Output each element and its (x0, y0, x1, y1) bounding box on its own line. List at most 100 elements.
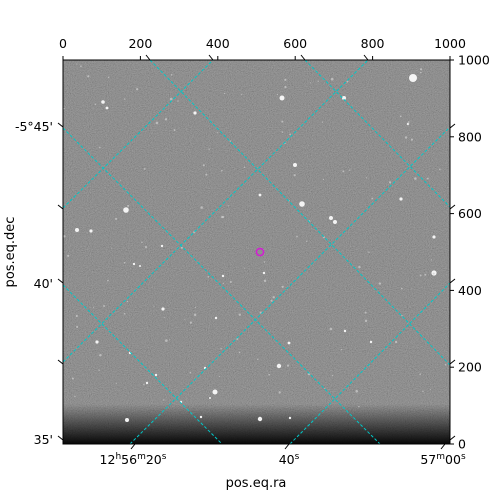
star (75, 228, 79, 232)
faint-star (227, 205, 230, 207)
faint-star (358, 265, 361, 269)
star (257, 416, 263, 422)
faint-star (107, 279, 109, 282)
faint-star (177, 100, 179, 102)
faint-star (287, 364, 290, 367)
faint-star (126, 300, 129, 303)
grid-line (289, 282, 450, 444)
right-tick-label: 0 (458, 437, 466, 452)
faint-star (163, 399, 165, 401)
faint-star (263, 279, 267, 283)
faint-star (217, 132, 219, 134)
faint-star (426, 177, 429, 180)
star (214, 316, 218, 320)
right-tick-label: 600 (458, 206, 482, 221)
faint-star (284, 85, 287, 89)
faint-star (184, 319, 186, 321)
faint-star (414, 177, 417, 180)
faint-star (115, 217, 118, 220)
grid-line (63, 127, 381, 444)
faint-star (419, 68, 423, 71)
faint-star (388, 181, 392, 184)
faint-star (293, 174, 296, 177)
faint-star (200, 206, 203, 209)
faint-star (189, 371, 192, 374)
faint-star (143, 168, 146, 170)
faint-star (281, 131, 284, 133)
star (287, 341, 291, 345)
star (299, 201, 305, 207)
star (221, 274, 225, 278)
ra-tick-label-2: 40s (279, 452, 300, 467)
faint-star (92, 306, 94, 308)
grid-line (63, 60, 214, 209)
world-axis-ticks (57, 54, 456, 450)
faint-star (99, 353, 102, 357)
faint-star (378, 282, 382, 285)
faint-star (243, 166, 246, 169)
faint-star (94, 103, 97, 106)
faint-star (238, 351, 241, 354)
y-axis-title: pos.eq.dec (3, 217, 18, 288)
faint-star (289, 133, 291, 136)
faint-star (394, 340, 398, 344)
dec-tick-label-2: 40' (34, 276, 53, 291)
pixel-axis-top: 0 200 400 600 800 1000 (59, 36, 466, 60)
faint-star (244, 267, 246, 269)
star (262, 271, 266, 275)
faint-star (220, 348, 222, 350)
right-tick-label: 200 (458, 360, 482, 375)
faint-star (169, 97, 173, 101)
star (101, 100, 105, 104)
faint-star (422, 390, 424, 393)
star (293, 163, 297, 167)
grid-line (63, 284, 223, 444)
star (132, 262, 136, 266)
right-tick-label: 800 (458, 129, 482, 144)
faint-star (163, 316, 165, 319)
pixel-axis-right: 0 200 400 600 800 1000 (450, 53, 490, 452)
top-tick-label: 600 (283, 36, 307, 51)
faint-star (355, 389, 358, 393)
faint-star (224, 92, 226, 95)
star (105, 106, 109, 110)
faint-star (430, 259, 432, 261)
faint-star (364, 311, 367, 314)
star (209, 397, 211, 399)
star (258, 193, 262, 197)
grid-line (304, 60, 450, 208)
faint-star (241, 93, 243, 95)
grid-line (149, 60, 450, 366)
sky-image (63, 60, 450, 444)
faint-star (222, 282, 224, 285)
faint-star (321, 121, 324, 123)
faint-star (407, 121, 410, 123)
faint-star (270, 299, 273, 302)
faint-star (317, 80, 319, 82)
faint-star (399, 115, 402, 118)
faint-star (103, 305, 105, 307)
faint-star (419, 71, 422, 74)
ra-tick-label-3: 57m00s (420, 452, 466, 467)
faint-star (67, 254, 70, 258)
faint-star (155, 121, 159, 125)
faint-star (229, 281, 232, 283)
faint-star (432, 272, 435, 275)
faint-star (99, 146, 101, 149)
faint-star (107, 76, 110, 79)
faint-star (180, 246, 183, 249)
faint-star (330, 77, 334, 81)
star (160, 244, 164, 248)
faint-star (257, 358, 259, 361)
faint-star (322, 178, 325, 181)
faint-star (400, 287, 403, 290)
top-tick-label: 1000 (434, 36, 466, 51)
world-axis-bottom: 12h56m20s 40s 57m00s pos.eq.ra (100, 452, 466, 491)
faint-star (124, 98, 126, 100)
faint-star (74, 395, 76, 398)
star (288, 416, 292, 420)
top-tick-label: 400 (206, 36, 230, 51)
star (125, 418, 129, 422)
faint-star (143, 383, 145, 386)
faint-star (144, 246, 148, 249)
